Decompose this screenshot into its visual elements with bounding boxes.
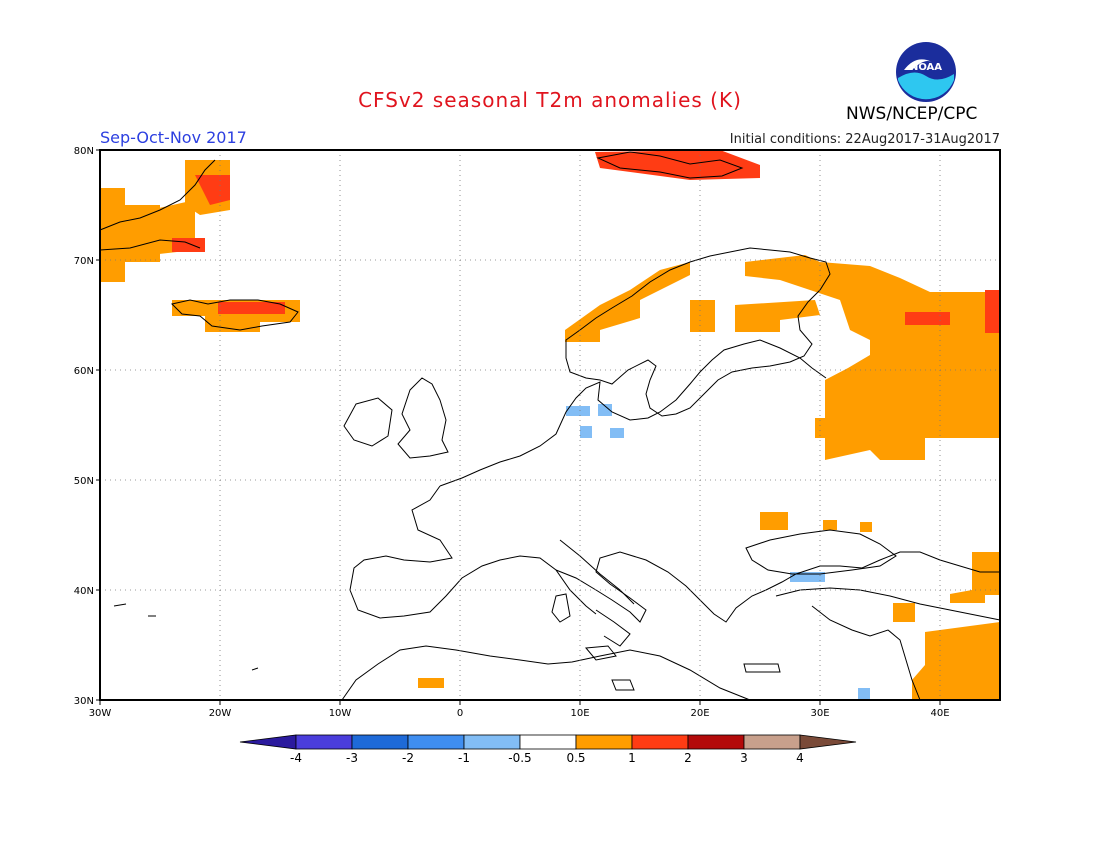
lon-tick-label: 30E — [810, 708, 829, 719]
map-frame — [99, 149, 1001, 701]
lon-tick-label: 20W — [209, 708, 232, 719]
lat-tick-label: 50N — [74, 476, 94, 487]
colorbar-label: -1 — [458, 751, 470, 765]
coastline — [775, 587, 1001, 701]
coastline — [99, 159, 216, 251]
colorbar-label: -0.5 — [508, 751, 531, 765]
colorbar-swatch — [407, 734, 465, 750]
coastline — [555, 551, 1000, 623]
initial-conditions-label: Initial conditions: 22Aug2017-31Aug2017 — [729, 132, 1000, 147]
anomaly-patch — [565, 262, 690, 342]
anomaly-patch — [566, 406, 590, 416]
coastline — [341, 645, 751, 701]
agency-label: NWS/NCEP/CPC — [846, 104, 978, 124]
graticule-layer — [100, 150, 1000, 700]
colorbar-label: 1 — [628, 751, 636, 765]
lon-tick-label: 10W — [329, 708, 352, 719]
anomaly-patch — [598, 404, 612, 416]
anomaly-patch — [905, 312, 950, 325]
anomaly-patch — [912, 622, 1000, 700]
coastline-layer — [99, 151, 1001, 701]
coastline — [565, 247, 831, 417]
anomaly-patch — [745, 255, 1000, 460]
anomaly-patch — [950, 552, 1000, 603]
anomaly-patch — [690, 300, 715, 332]
map-title: CFSv2 seasonal T2m anomalies (K) — [358, 88, 742, 112]
coastline — [551, 593, 571, 623]
colorbar-label: 0.5 — [566, 751, 585, 765]
anomaly-fill-layer — [100, 150, 1000, 700]
colorbar-label: -3 — [346, 751, 358, 765]
lat-tick-label: 80N — [74, 146, 94, 157]
colorbar-swatch — [351, 734, 409, 750]
noaa-logo: NOAA — [896, 42, 956, 102]
anomaly-patch — [595, 150, 760, 180]
colorbar-label: 3 — [740, 751, 748, 765]
coastline — [611, 679, 635, 691]
anomaly-patch — [985, 290, 1000, 333]
colorbar-swatch — [631, 734, 689, 750]
anomaly-patch — [823, 520, 837, 530]
colorbar-label: 2 — [684, 751, 692, 765]
lat-tick-label: 70N — [74, 256, 94, 267]
colorbar-swatch — [743, 734, 801, 750]
logo-text: NOAA — [910, 62, 942, 73]
anomaly-patch — [860, 522, 872, 532]
anomaly-patch — [815, 418, 830, 438]
coastline — [559, 539, 635, 647]
latitude-tick-labels: 80N 70N 60N 50N 40N 30N — [74, 146, 100, 707]
anomaly-patch — [100, 188, 160, 282]
anomaly-patch — [610, 428, 624, 438]
coastline — [745, 529, 897, 575]
colorbar-swatch — [295, 734, 353, 750]
season-label: Sep-Oct-Nov 2017 — [100, 128, 247, 147]
colorbar-swatches — [239, 734, 857, 750]
colorbar-swatch — [519, 734, 577, 750]
colorbar-arrow-low — [239, 734, 297, 750]
colorbar-swatch — [687, 734, 745, 750]
lon-tick-label: 30W — [89, 708, 112, 719]
coastline — [171, 299, 299, 331]
colorbar-label: -4 — [290, 751, 302, 765]
coastline — [743, 663, 781, 673]
longitude-tick-labels: 30W 20W 10W 0 10E 20E 30E 40E — [89, 700, 950, 719]
colorbar-labels: -4 -3 -2 -1 -0.5 0.5 1 2 3 4 — [290, 751, 804, 765]
lon-tick-label: 0 — [457, 708, 463, 719]
coastline — [397, 377, 449, 459]
colorbar-swatch — [575, 734, 633, 750]
colorbar-label: -2 — [402, 751, 414, 765]
colorbar-arrow-high — [799, 734, 857, 750]
anomaly-patch — [858, 688, 870, 700]
coastline — [585, 645, 617, 661]
lat-tick-label: 40N — [74, 586, 94, 597]
anomaly-patch — [735, 300, 820, 332]
lon-tick-label: 20E — [690, 708, 709, 719]
anomaly-patch — [195, 175, 230, 205]
coastline — [343, 397, 393, 447]
lat-tick-label: 60N — [74, 366, 94, 377]
lon-tick-label: 40E — [930, 708, 949, 719]
anomaly-patch — [580, 426, 592, 438]
coastline — [113, 603, 259, 671]
coastline — [596, 151, 744, 179]
anomaly-patch — [760, 512, 788, 530]
colorbar-label: 4 — [796, 751, 804, 765]
anomaly-patch — [418, 678, 444, 688]
anomaly-patch — [218, 302, 285, 314]
lat-tick-label: 30N — [74, 696, 94, 707]
lon-tick-label: 10E — [570, 708, 589, 719]
colorbar-swatch — [463, 734, 521, 750]
anomaly-patch — [893, 603, 915, 622]
coastline — [349, 339, 827, 619]
